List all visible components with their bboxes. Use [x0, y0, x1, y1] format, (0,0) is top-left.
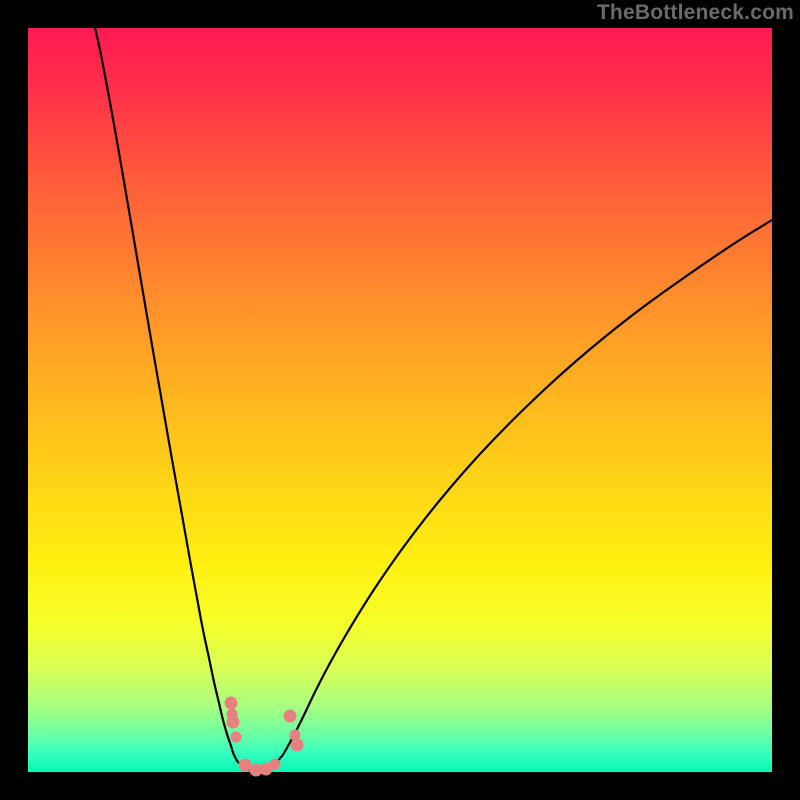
data-marker [284, 710, 296, 722]
data-marker [227, 716, 239, 728]
data-marker [239, 759, 251, 771]
chart-svg [0, 0, 800, 800]
bottleneck-chart: TheBottleneck.com [0, 0, 800, 800]
data-marker [291, 739, 303, 751]
gradient-plot-area [28, 28, 772, 772]
data-marker [270, 759, 280, 769]
data-marker [231, 732, 241, 742]
data-marker [225, 697, 237, 709]
data-marker [290, 730, 300, 740]
watermark-text: TheBottleneck.com [597, 0, 794, 26]
